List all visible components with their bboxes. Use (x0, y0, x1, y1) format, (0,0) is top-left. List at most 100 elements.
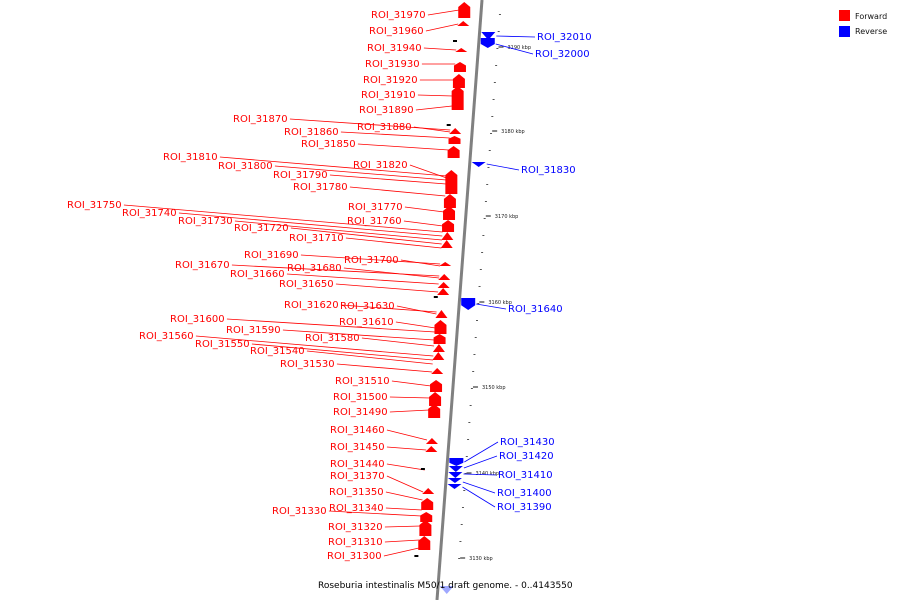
reverse-gene-glyph[interactable] (449, 458, 464, 466)
forward-gene-label[interactable]: ROI_31600 (170, 314, 225, 325)
forward-gene-label[interactable]: ROI_31780 (293, 182, 348, 193)
forward-gene-label[interactable]: ROI_31760 (347, 216, 402, 227)
forward-gene-label[interactable]: ROI_31870 (233, 114, 288, 125)
forward-gene-label[interactable]: ROI_31590 (226, 325, 281, 336)
forward-gene-glyph[interactable] (447, 146, 460, 158)
forward-gene-label[interactable]: ROI_31530 (280, 359, 335, 370)
forward-gene-glyph[interactable] (441, 232, 454, 240)
forward-gene-label[interactable]: ROI_31970 (371, 10, 426, 21)
forward-gene-label[interactable]: ROI_31370 (330, 471, 385, 482)
forward-gene-label[interactable]: ROI_31440 (330, 459, 385, 470)
forward-gene-label[interactable]: ROI_31490 (333, 407, 388, 418)
forward-gene-label[interactable]: ROI_31890 (359, 105, 414, 116)
forward-gene-label[interactable]: ROI_31550 (195, 339, 250, 350)
forward-gene-glyph[interactable] (458, 2, 471, 18)
forward-gene-label[interactable]: ROI_31730 (178, 216, 233, 227)
forward-gene-label[interactable]: ROI_31660 (230, 269, 285, 280)
reverse-gene-label[interactable]: ROI_31640 (508, 304, 563, 315)
forward-gene-label[interactable]: ROI_31680 (287, 263, 342, 274)
reverse-gene-glyph[interactable] (461, 298, 476, 310)
forward-gene-glyph[interactable] (425, 446, 438, 452)
forward-gene-glyph[interactable] (428, 404, 441, 418)
reverse-gene-glyph[interactable] (480, 38, 495, 48)
forward-gene-label[interactable]: ROI_31880 (357, 122, 412, 133)
forward-gene-glyph[interactable] (455, 48, 468, 52)
reverse-gene-glyph[interactable] (448, 472, 463, 478)
reverse-gene-label[interactable]: ROI_32010 (537, 32, 592, 43)
forward-gene-glyph[interactable] (422, 488, 435, 494)
forward-gene-glyph[interactable] (439, 262, 452, 266)
forward-gene-glyph[interactable] (429, 392, 442, 406)
forward-gene-label[interactable]: ROI_31710 (289, 233, 344, 244)
forward-gene-label[interactable]: ROI_31630 (340, 301, 395, 312)
forward-gene-label[interactable]: ROI_31810 (163, 152, 218, 163)
forward-gene-label[interactable]: ROI_31300 (327, 551, 382, 562)
forward-gene-glyph[interactable] (448, 136, 461, 144)
forward-gene-label[interactable]: ROI_31720 (234, 223, 289, 234)
reverse-gene-label[interactable]: ROI_31420 (499, 451, 554, 462)
reverse-gene-glyph[interactable] (448, 466, 463, 472)
forward-gene-glyph[interactable] (452, 74, 465, 88)
forward-gene-label[interactable]: ROI_31310 (328, 537, 383, 548)
forward-gene-label[interactable]: ROI_31860 (284, 127, 339, 138)
forward-gene-label[interactable]: ROI_31650 (279, 279, 334, 290)
forward-gene-label[interactable]: ROI_31770 (348, 202, 403, 213)
forward-gene-glyph[interactable] (445, 170, 458, 194)
reverse-gene-label[interactable]: ROI_31410 (498, 470, 553, 481)
forward-gene-label[interactable]: ROI_31560 (139, 331, 194, 342)
forward-gene-label[interactable]: ROI_31350 (329, 487, 384, 498)
reverse-gene-glyph[interactable] (471, 162, 486, 167)
reverse-gene-label[interactable]: ROI_31400 (497, 488, 552, 499)
forward-gene-label[interactable]: ROI_31790 (273, 170, 328, 181)
forward-gene-glyph[interactable] (449, 128, 462, 134)
forward-gene-label[interactable]: ROI_31800 (218, 161, 273, 172)
forward-gene-label[interactable]: ROI_31580 (305, 333, 360, 344)
reverse-gene-glyph[interactable] (439, 586, 454, 594)
forward-gene-label[interactable]: ROI_31910 (361, 90, 416, 101)
forward-gene-label[interactable]: ROI_31920 (363, 75, 418, 86)
reverse-gene-label[interactable]: ROI_31830 (521, 165, 576, 176)
forward-gene-glyph[interactable] (457, 21, 470, 26)
forward-gene-glyph[interactable] (420, 512, 433, 522)
forward-gene-label[interactable]: ROI_31500 (333, 392, 388, 403)
forward-gene-glyph[interactable] (437, 282, 450, 288)
forward-gene-label[interactable]: ROI_31620 (284, 300, 339, 311)
forward-gene-label[interactable]: ROI_31960 (369, 26, 424, 37)
forward-gene-glyph[interactable] (419, 520, 432, 536)
forward-gene-label[interactable]: ROI_31930 (365, 59, 420, 70)
forward-gene-glyph[interactable] (432, 344, 445, 352)
forward-gene-label[interactable]: ROI_31510 (335, 376, 390, 387)
forward-gene-glyph[interactable] (438, 274, 451, 280)
forward-gene-label[interactable]: ROI_31450 (330, 442, 385, 453)
forward-gene-glyph[interactable] (431, 368, 444, 374)
forward-gene-label[interactable]: ROI_31610 (339, 317, 394, 328)
forward-gene-glyph[interactable] (421, 498, 434, 510)
forward-gene-glyph[interactable] (434, 320, 447, 334)
reverse-gene-label[interactable]: ROI_32000 (535, 49, 590, 60)
forward-gene-glyph[interactable] (432, 352, 445, 360)
forward-gene-glyph[interactable] (451, 86, 464, 110)
forward-gene-glyph[interactable] (418, 536, 431, 550)
forward-gene-glyph[interactable] (425, 438, 438, 444)
forward-gene-glyph[interactable] (440, 240, 453, 248)
forward-gene-glyph[interactable] (430, 380, 443, 392)
reverse-gene-label[interactable]: ROI_31430 (500, 437, 555, 448)
reverse-gene-glyph[interactable] (447, 478, 462, 483)
forward-gene-label[interactable]: ROI_31850 (301, 139, 356, 150)
forward-gene-label[interactable]: ROI_31740 (122, 208, 177, 219)
forward-gene-glyph[interactable] (435, 310, 448, 318)
reverse-gene-glyph[interactable] (481, 32, 496, 40)
forward-gene-label[interactable]: ROI_31320 (328, 522, 383, 533)
forward-gene-glyph[interactable] (433, 334, 446, 344)
forward-gene-label[interactable]: ROI_31540 (250, 346, 305, 357)
forward-gene-label[interactable]: ROI_31690 (244, 250, 299, 261)
forward-gene-glyph[interactable] (443, 194, 456, 208)
forward-gene-glyph[interactable] (437, 288, 450, 295)
forward-gene-label[interactable]: ROI_31670 (175, 260, 230, 271)
forward-gene-label[interactable]: ROI_31750 (67, 200, 122, 211)
forward-gene-label[interactable]: ROI_31340 (329, 503, 384, 514)
forward-gene-label[interactable]: ROI_31940 (367, 43, 422, 54)
forward-gene-label[interactable]: ROI_31330 (272, 506, 327, 517)
forward-gene-label[interactable]: ROI_31820 (353, 160, 408, 171)
forward-gene-glyph[interactable] (442, 220, 455, 232)
